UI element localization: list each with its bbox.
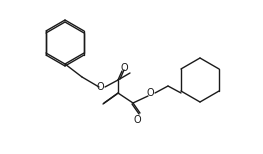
Text: O: O xyxy=(146,88,154,98)
Text: O: O xyxy=(96,82,104,92)
Text: O: O xyxy=(120,63,128,73)
Text: O: O xyxy=(133,115,141,125)
